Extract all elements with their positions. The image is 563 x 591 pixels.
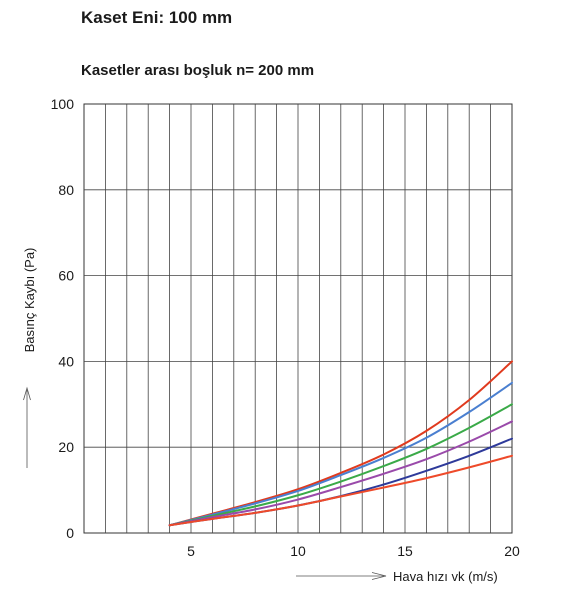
series-line-4 [168, 420, 513, 527]
x-tick-label: 20 [504, 543, 520, 559]
y-tick-label: 80 [58, 182, 74, 198]
y-tick-label: 40 [58, 353, 74, 369]
tick-labels: 0 20 40 60 80 100 5 10 15 20 [51, 96, 520, 559]
y-tick-label: 60 [58, 268, 74, 284]
series-line-3 [168, 403, 513, 527]
x-tick-label: 5 [187, 543, 195, 559]
series-line-6 [168, 454, 513, 527]
y-axis-label: Basınç Kaybı (Pa) [22, 248, 37, 353]
y-tick-label: 20 [58, 439, 74, 455]
x-tick-label: 15 [397, 543, 413, 559]
x-tick-label: 10 [290, 543, 306, 559]
x-axis-label: Hava hızı vk (m/s) [393, 569, 498, 584]
series-line-2 [168, 381, 513, 527]
chart-subtitle: Kasetler arası boşluk n= 200 mm [81, 62, 315, 79]
y-axis-arrow-icon [23, 386, 31, 468]
y-tick-label: 0 [66, 525, 74, 541]
series-lines [168, 360, 513, 527]
grid [83, 103, 513, 534]
chart-title: Kaset Eni: 100 mm [81, 8, 233, 27]
y-tick-label: 100 [51, 96, 75, 112]
x-axis-arrow-icon [296, 572, 387, 580]
